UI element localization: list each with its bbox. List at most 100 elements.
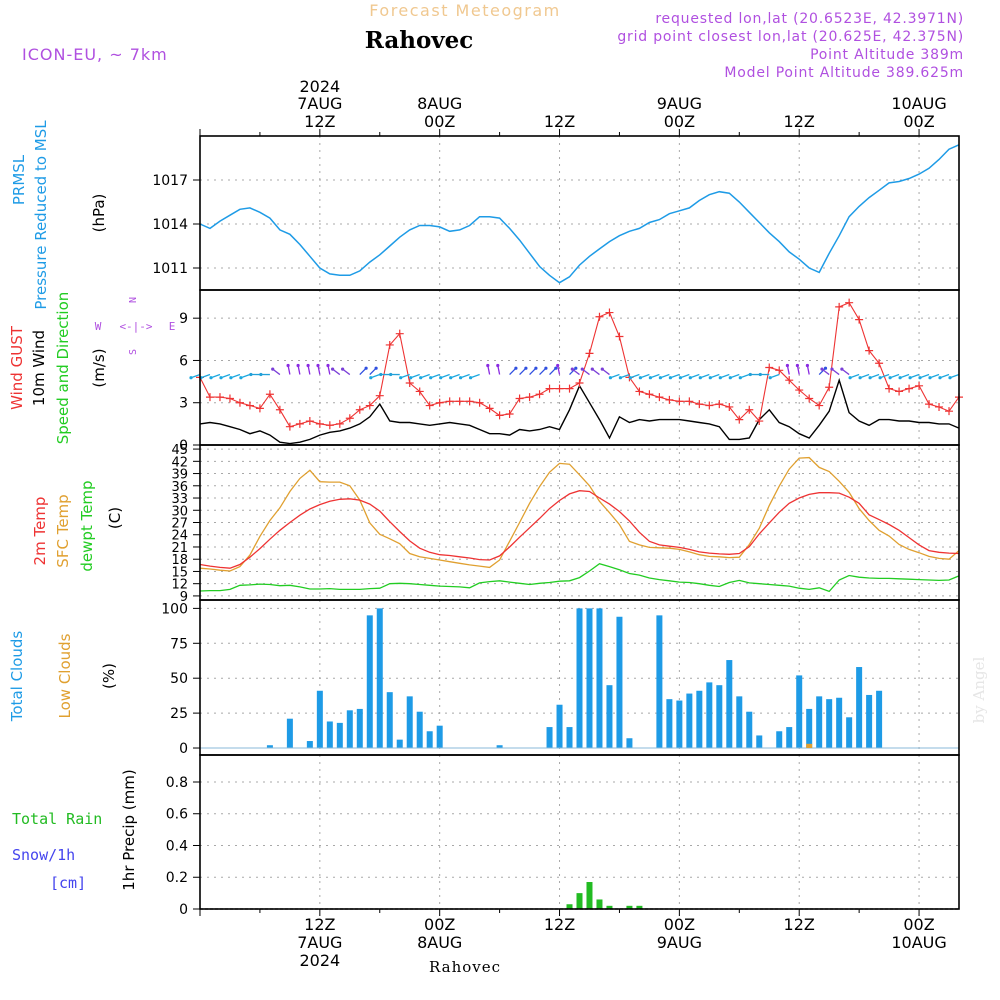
bottom-time-label-hour: 00Z	[664, 915, 695, 934]
wind-direction-arrowhead	[374, 366, 378, 370]
sfc-temp-line	[199, 456, 960, 572]
total-clouds-bar	[836, 697, 843, 749]
total-clouds-bar	[686, 693, 693, 749]
top-time-label-hour: 12Z	[304, 112, 335, 131]
wind-direction-arrowhead	[668, 376, 673, 380]
temp-ytick-label: 33	[171, 492, 188, 507]
gust-point	[655, 393, 664, 402]
total-clouds-bar	[586, 608, 593, 749]
bottom-time-label-hour: 00Z	[424, 915, 455, 934]
gust-point	[815, 401, 824, 410]
gust-point	[945, 407, 954, 416]
compass-s: S	[128, 349, 139, 355]
wind-direction-arrowhead	[286, 363, 290, 368]
top-time-label-hour: 12Z	[784, 112, 815, 131]
gust-point	[835, 302, 844, 311]
bottom-time-label-date: 8AUG	[417, 933, 462, 952]
total-clouds-bar	[826, 699, 833, 749]
gust-point	[275, 405, 284, 414]
gust-point	[635, 387, 644, 396]
temp-ytick-label: 15	[171, 565, 188, 580]
wind-direction-arrowhead	[898, 376, 902, 380]
total-clouds-bar	[676, 700, 683, 749]
gust-point	[455, 397, 464, 406]
wind-direction-arrowhead	[728, 376, 732, 380]
total-clouds-bar	[326, 721, 333, 749]
gust-point	[575, 379, 584, 387]
total-clouds-bar	[546, 727, 553, 749]
gust-point	[685, 397, 694, 406]
gust-point	[875, 359, 884, 368]
wind-direction-arrowhead	[878, 376, 882, 380]
wind-ytick-label: 3	[179, 396, 188, 412]
temp-ytick-label: 12	[171, 578, 188, 593]
station-title: Rahovec	[365, 27, 474, 54]
dewpt-temp-label: dewpt Temp	[78, 480, 96, 571]
wind-direction-arrowhead	[429, 376, 433, 380]
top-time-label-date: 10AUG	[891, 94, 946, 113]
gust-point	[415, 387, 424, 396]
wind-direction-arrowhead	[820, 367, 824, 371]
bottom-time-label-year: 2024	[299, 951, 340, 970]
total-clouds-bar	[306, 741, 313, 749]
data-layer	[189, 144, 963, 910]
total-clouds-bar	[776, 731, 783, 749]
gust-point	[705, 401, 714, 410]
gust-point	[205, 393, 214, 402]
temp-ytick-label: 39	[171, 468, 188, 483]
wind-direction-arrowhead	[908, 376, 912, 380]
wind-direction-arrowhead	[608, 376, 613, 380]
total-clouds-bar	[266, 745, 273, 749]
clouds-unit-label: (%)	[100, 663, 118, 689]
wind-direction-arrowhead	[364, 366, 368, 370]
wind-direction-arrowhead	[840, 367, 844, 371]
wind-direction-arrowhead	[574, 366, 578, 370]
snow-label: Snow/1h	[12, 846, 75, 864]
sfc-temp-label: SFC Temp	[54, 494, 72, 567]
wind-direction-arrowhead	[439, 376, 443, 380]
wind-direction-arrowhead	[628, 376, 633, 380]
wind-direction-arrowhead	[554, 366, 558, 370]
10m-wind-label: 10m Wind	[30, 330, 48, 406]
precip-bar	[606, 905, 613, 909]
wind-direction-arrowhead	[928, 376, 932, 380]
wind-direction-arrowhead	[795, 363, 800, 368]
gust-point	[765, 363, 774, 372]
temp-ytick-label: 45	[171, 443, 188, 458]
total-clouds-bar	[706, 682, 713, 749]
footer-station: Rahovec	[429, 958, 501, 976]
gust-point	[825, 383, 834, 392]
wind-direction-arrowhead	[449, 376, 453, 380]
model-label: ICON-EU, ~ 7km	[22, 45, 168, 64]
temp-ytick-label: 27	[171, 517, 188, 532]
total-clouds-bar	[736, 696, 743, 749]
gust-point	[325, 421, 334, 430]
gust-point	[675, 397, 684, 406]
wind-direction-arrowhead	[848, 376, 852, 380]
wind-direction-arrowhead	[219, 376, 223, 380]
bottom-time-label-date: 10AUG	[891, 933, 946, 952]
top-time-label-date: 9AUG	[657, 94, 702, 113]
dewpt-temp-line	[199, 562, 960, 593]
precip-bar	[626, 905, 633, 909]
gust-point	[715, 400, 724, 409]
wind-direction-arrowhead	[638, 376, 643, 380]
total-clouds-bar	[596, 608, 603, 749]
gust-point	[285, 422, 294, 431]
gust-point	[935, 402, 944, 411]
gust-point	[855, 315, 864, 324]
bottom-time-label-hour: 12Z	[544, 915, 575, 934]
wind-direction-arrowhead	[718, 376, 722, 380]
wind-direction-arrowhead	[316, 363, 320, 368]
temp-ytick-label: 30	[171, 504, 188, 519]
pressure-unit-label: (hPa)	[90, 194, 108, 233]
wind-direction-arrowhead	[658, 376, 663, 380]
gust-point	[645, 390, 654, 399]
wind-unit-label: (m/s)	[90, 348, 108, 387]
gust-point	[365, 401, 374, 410]
low-clouds-label: Low Clouds	[56, 633, 74, 718]
grid-point-coords: grid point closest lon,lat (20.625E, 42.…	[617, 29, 964, 45]
total-clouds-bar	[746, 711, 753, 749]
gust-point	[255, 404, 264, 413]
pressure-frame	[199, 135, 960, 291]
